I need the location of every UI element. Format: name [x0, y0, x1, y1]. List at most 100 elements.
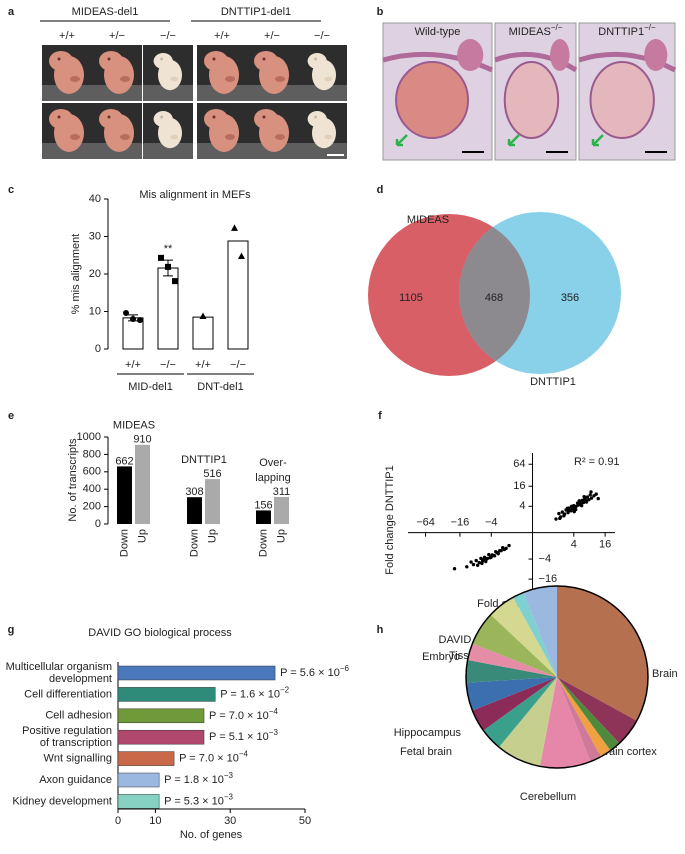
bar — [187, 497, 202, 524]
slice-label: Cerebellum — [520, 791, 576, 803]
panel-label: c — [8, 184, 14, 196]
data-point — [485, 556, 490, 561]
data-point — [558, 516, 562, 521]
data-point — [480, 561, 484, 566]
tissue-band — [578, 51, 677, 73]
p-value-exponent: −6 — [340, 664, 350, 673]
data-point — [474, 558, 478, 563]
tissue-region — [457, 39, 484, 71]
data-point — [172, 278, 178, 285]
tissue-region — [644, 39, 668, 71]
y-tick-label: −4 — [539, 553, 552, 565]
bar — [117, 751, 175, 766]
data-point — [587, 497, 591, 502]
y-tick-label: 20 — [89, 268, 101, 280]
bar — [135, 444, 150, 524]
x-tick-label: Down — [118, 529, 130, 557]
photo-floor — [297, 85, 347, 101]
x-tick-label: Up — [136, 529, 148, 543]
data-point — [560, 510, 565, 514]
panel-label: e — [8, 410, 14, 422]
data-point — [594, 492, 598, 496]
bar — [274, 496, 289, 524]
embryo-limb — [225, 134, 235, 140]
venn-intersection — [459, 214, 530, 374]
embryo-head — [153, 111, 173, 127]
pie-slice — [523, 586, 557, 677]
value-label: 156 — [254, 499, 272, 511]
panel-label: f — [378, 410, 382, 422]
x-tick-label: −16 — [451, 517, 470, 529]
data-point — [581, 500, 586, 505]
x-tick-label: −64 — [416, 517, 435, 529]
value-label: 662 — [115, 455, 133, 467]
genotype-label: +/+ — [59, 30, 75, 42]
pie-slice — [557, 677, 611, 757]
genotype-label: +/− — [264, 30, 280, 42]
genotype-label: +/+ — [214, 30, 230, 42]
y-tick-label: −16 — [539, 573, 558, 585]
embryo-head — [153, 53, 173, 69]
data-point — [471, 562, 476, 567]
embryo-limb — [120, 134, 130, 140]
label-text: Wild-type — [415, 26, 461, 38]
tissue-band — [494, 51, 578, 73]
data-point — [589, 496, 594, 500]
photo-floor — [143, 85, 193, 101]
group-label: Over- — [259, 457, 287, 469]
y-tick-label: 800 — [83, 448, 101, 460]
pie-slice — [472, 614, 557, 677]
pie-slice — [467, 643, 557, 677]
y-axis-label: Fold change DNTTIP1 — [384, 465, 396, 574]
group-header: DNTTIP1-del1 — [221, 6, 291, 18]
bar — [117, 772, 160, 788]
p-value-exponent: −3 — [224, 793, 234, 802]
bar — [117, 708, 205, 724]
embryo-head — [204, 51, 228, 71]
y-tick-label: 4 — [519, 500, 525, 512]
bar — [117, 687, 216, 702]
p-value-exponent: −4 — [269, 707, 279, 716]
bar — [205, 479, 220, 524]
bar — [192, 316, 214, 350]
data-point — [231, 224, 238, 231]
data-point — [475, 563, 480, 567]
embryo-head — [307, 111, 327, 127]
embryo-head — [99, 51, 123, 71]
p-value-text: P = 5.3 × 10 — [164, 795, 224, 807]
data-point — [584, 500, 589, 504]
p-value-label: P = 7.0 × 10−4 — [209, 707, 278, 722]
y-tick-label: 1000 — [77, 431, 101, 443]
set-label: DNTTIP1 — [530, 376, 576, 388]
tissue-region — [589, 61, 655, 139]
x-tick-label: −/− — [160, 359, 176, 371]
embryo-eye — [314, 57, 318, 61]
pie-slice — [539, 677, 591, 769]
embryo-limb — [70, 76, 80, 82]
data-point — [479, 556, 483, 561]
data-point — [465, 565, 469, 569]
embryo-head — [204, 109, 228, 129]
bar — [227, 240, 249, 350]
embryo-head — [307, 53, 327, 69]
group-header: MIDEAS-del1 — [72, 6, 139, 18]
pie-slice — [490, 597, 557, 677]
value-label: 910 — [133, 434, 151, 446]
data-point — [137, 317, 143, 324]
histology-label: DNTTIP1−/− — [598, 23, 656, 38]
p-value-text: P = 1.6 × 10 — [220, 688, 280, 700]
data-point — [484, 559, 488, 564]
p-value-exponent: −3 — [269, 728, 279, 737]
arrow — [395, 134, 408, 147]
panel-label: a — [8, 6, 15, 18]
histology-label: MIDEAS−/− — [509, 23, 563, 38]
data-point — [585, 495, 590, 499]
group-label: DNTTIP1 — [181, 454, 227, 466]
data-point — [199, 312, 207, 319]
label-text: DNTTIP1 — [598, 26, 644, 38]
panel-label: d — [377, 184, 384, 196]
category-label: Cell differentiation — [24, 688, 112, 700]
p-value-text: P = 7.0 × 10 — [179, 753, 239, 765]
embryo-eye — [314, 115, 318, 119]
